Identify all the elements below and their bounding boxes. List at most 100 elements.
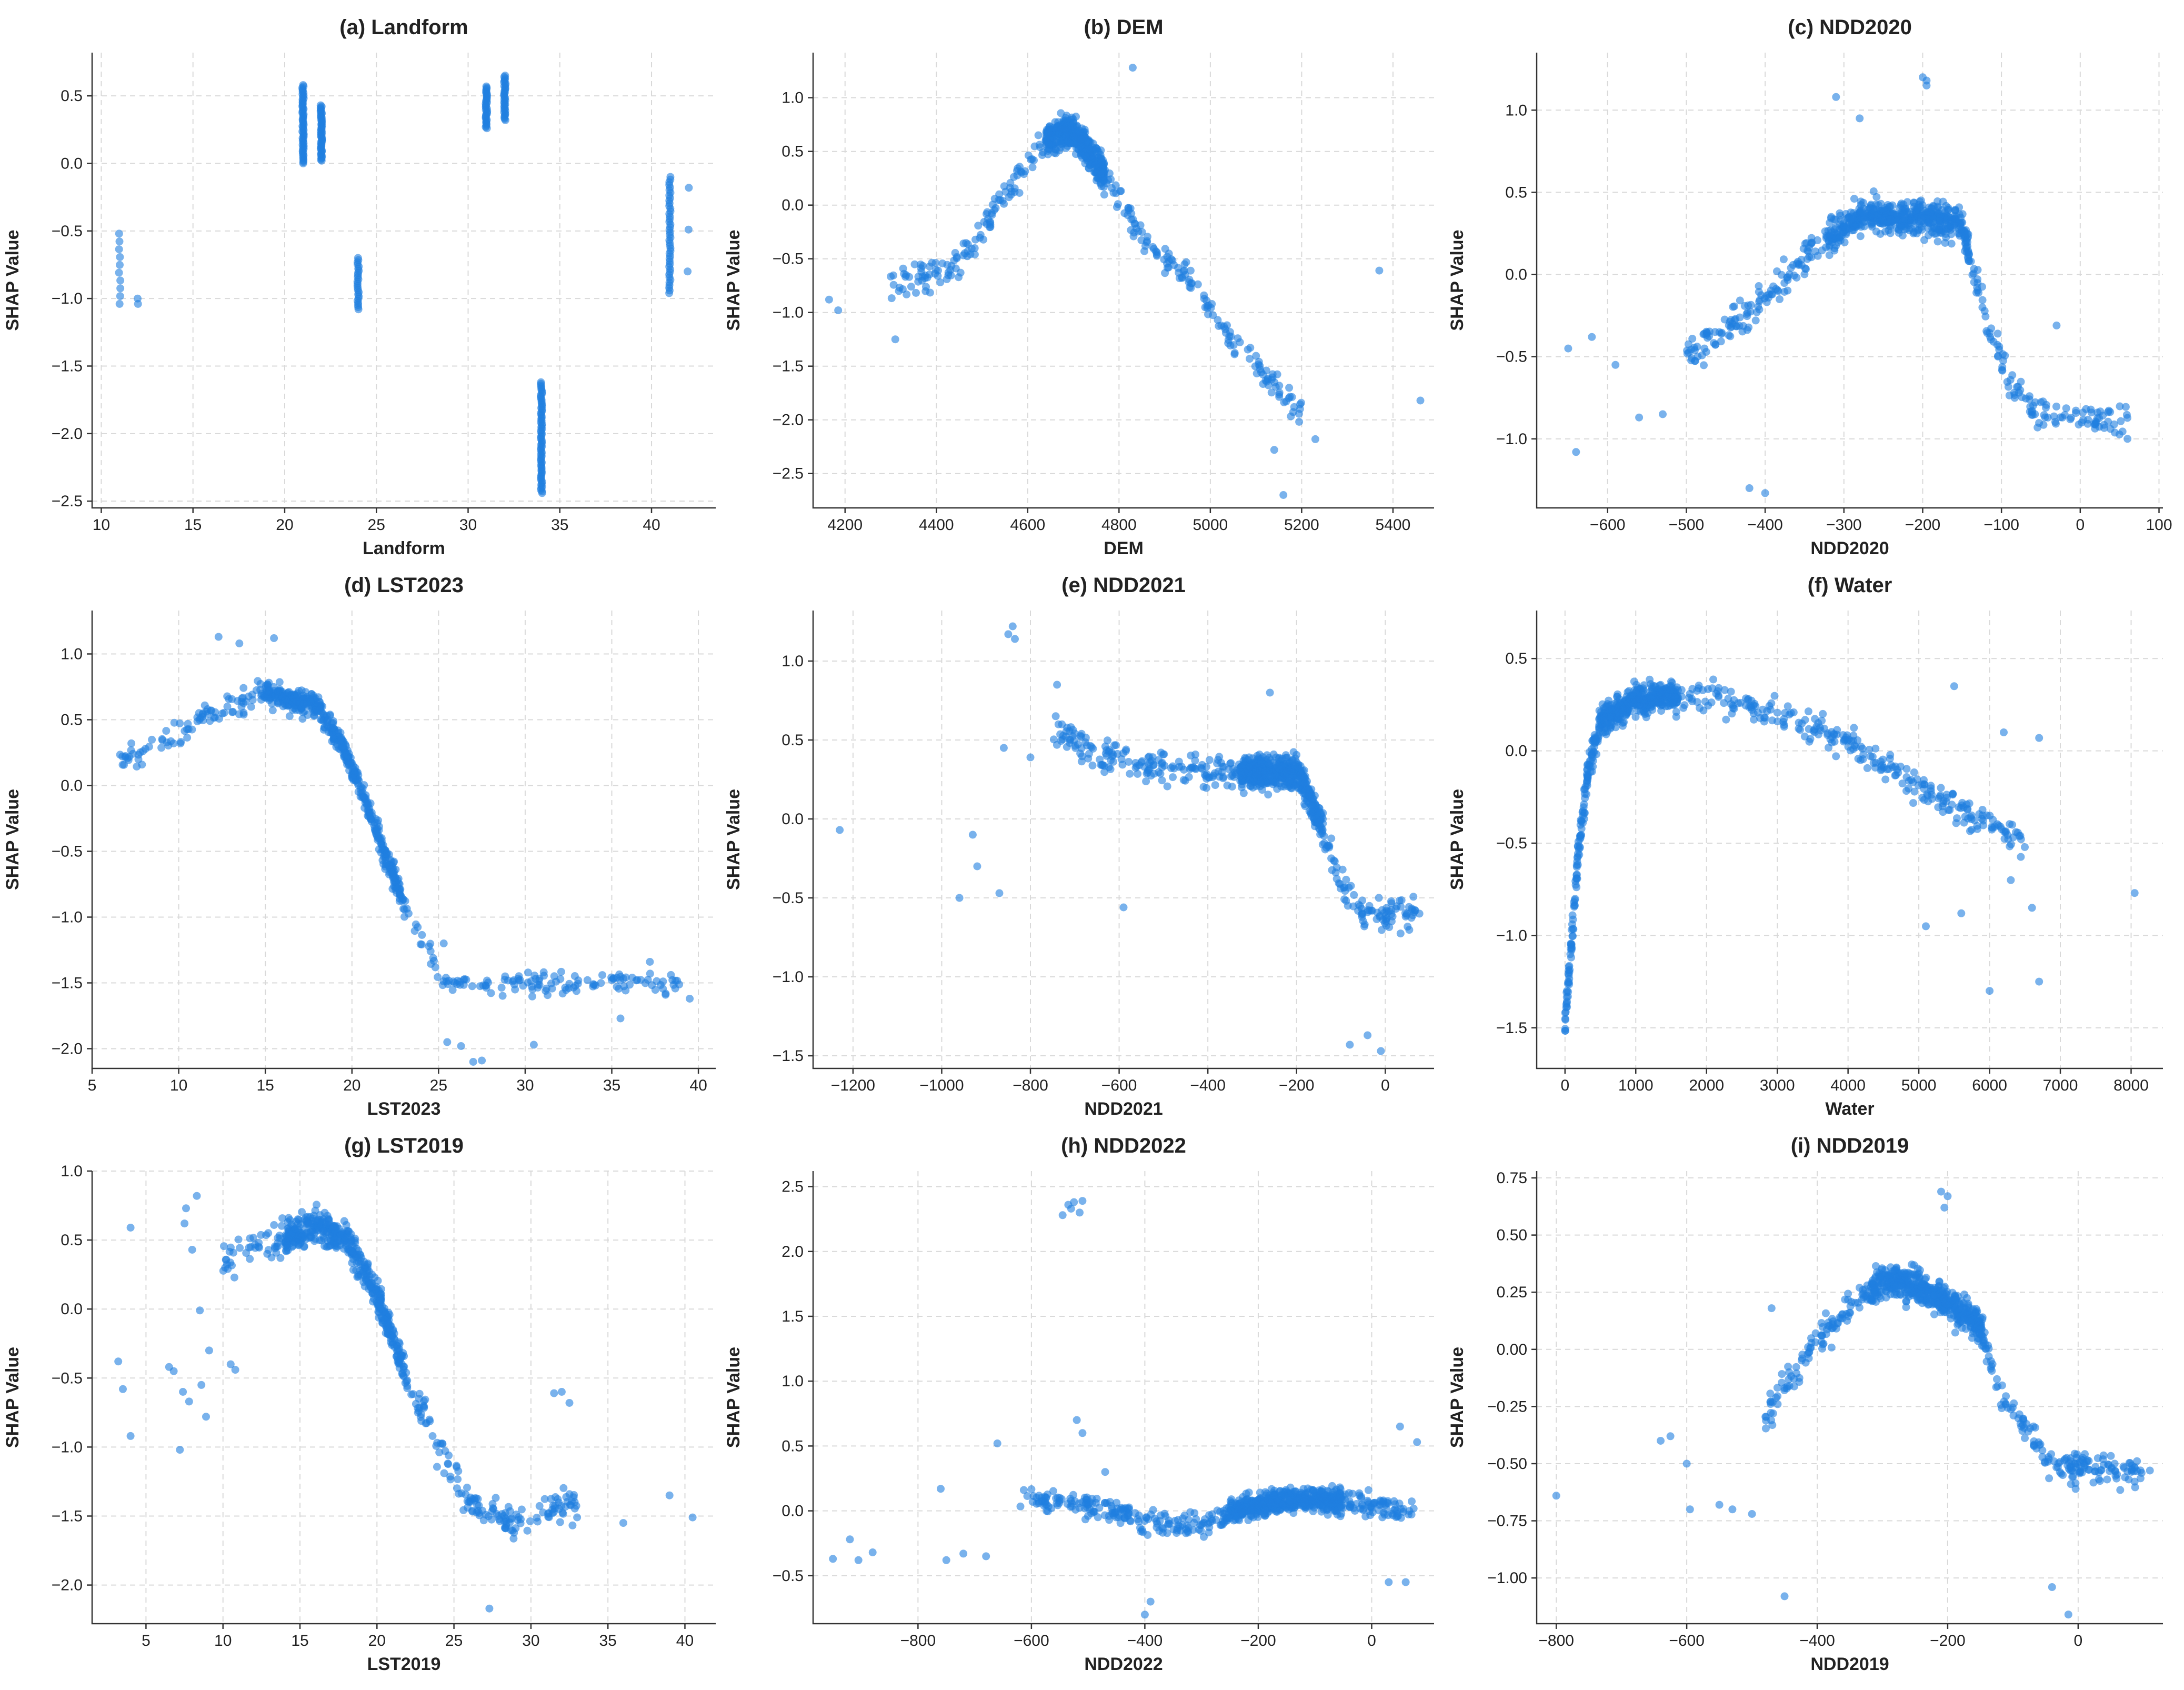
data-point: [459, 981, 468, 989]
data-point: [1114, 200, 1122, 208]
data-point: [410, 927, 419, 935]
x-tick-label: −1000: [919, 1077, 964, 1094]
data-point: [163, 738, 171, 747]
data-point: [498, 1510, 506, 1518]
data-point: [116, 261, 124, 269]
data-point: [1909, 799, 1917, 807]
data-point: [899, 264, 907, 273]
x-tick-label: −100: [1983, 516, 2019, 534]
data-point: [401, 1379, 409, 1387]
x-tick-label: 40: [689, 1077, 707, 1094]
axis-lines: [1536, 611, 2163, 1069]
data-point: [1416, 396, 1425, 405]
data-point: [326, 712, 334, 720]
data-point: [1863, 764, 1871, 772]
data-point: [118, 752, 127, 761]
data-point: [274, 699, 282, 707]
data-point: [534, 1517, 542, 1526]
data-point: [201, 701, 209, 709]
data-point: [1743, 312, 1751, 321]
data-point: [1301, 786, 1310, 795]
x-tick-label: −400: [1190, 1077, 1226, 1094]
data-point: [1568, 911, 1577, 919]
data-point: [184, 725, 193, 733]
data-point: [1091, 161, 1099, 169]
x-axis-label: NDD2020: [1810, 538, 1889, 558]
data-point: [1226, 328, 1234, 336]
data-point: [1922, 82, 1931, 89]
data-point: [1787, 264, 1795, 272]
data-point: [354, 788, 363, 796]
y-tick-label: −0.5: [52, 843, 83, 861]
data-point: [1377, 926, 1386, 934]
data-point: [1279, 491, 1288, 499]
data-point: [907, 283, 915, 291]
data-point: [973, 862, 981, 871]
data-point: [1404, 923, 1412, 931]
data-point: [1803, 255, 1811, 263]
x-tick-label: 0: [1381, 1077, 1390, 1094]
data-point: [1900, 213, 1909, 221]
data-point: [293, 692, 302, 699]
data-point: [1804, 707, 1812, 716]
data-point: [1120, 209, 1129, 217]
data-point: [1973, 279, 1982, 287]
data-point: [1160, 255, 1168, 264]
panel-5: −1200 −1000 −800 −600 −400 −200 0−1.5−1.0−0.50…: [724, 574, 1434, 1119]
data-point: [1700, 344, 1709, 353]
data-point: [214, 633, 223, 641]
data-point: [268, 706, 277, 715]
data-point: [316, 101, 325, 109]
data-point: [1364, 1031, 1372, 1039]
x-tick-label: 8000: [2113, 1077, 2149, 1094]
data-point: [509, 1534, 518, 1543]
data-point: [685, 184, 693, 192]
data-point: [337, 743, 346, 752]
data-point: [1562, 1001, 1570, 1009]
data-point: [1375, 266, 1384, 275]
panel-6: 0 1000 2000 3000 4000 5000 6000 7000 8000−1.5−1.…: [1447, 574, 2163, 1119]
data-point: [1866, 752, 1875, 761]
data-point: [1580, 815, 1588, 823]
data-point: [218, 709, 226, 718]
data-point: [1161, 245, 1169, 253]
data-point: [1818, 246, 1826, 255]
data-point: [1130, 228, 1138, 237]
data-point: [1119, 903, 1128, 912]
data-point: [1825, 251, 1834, 259]
data-point: [1077, 733, 1085, 741]
data-point: [1902, 765, 1911, 773]
data-point: [2056, 413, 2065, 422]
x-tick-label: 25: [430, 1077, 447, 1094]
data-point: [230, 1273, 238, 1282]
data-point: [1247, 782, 1255, 791]
data-point: [1000, 182, 1008, 191]
data-point: [457, 1042, 465, 1050]
axis-lines: [812, 611, 1434, 1069]
data-point: [206, 706, 215, 715]
data-point: [1704, 685, 1712, 693]
data-point: [1725, 331, 1733, 339]
data-point: [1217, 759, 1225, 767]
data-point: [1577, 824, 1586, 833]
data-point: [1690, 346, 1699, 354]
data-point: [1076, 749, 1085, 758]
data-point: [1996, 823, 2005, 831]
data-point: [1646, 693, 1655, 702]
data-point: [1208, 773, 1217, 782]
x-axis-label: LST2023: [367, 1099, 441, 1119]
data-point: [1755, 282, 1763, 290]
data-point: [1595, 706, 1604, 715]
data-point: [177, 738, 185, 746]
data-point: [1194, 280, 1202, 288]
x-tick-label: 3000: [1760, 1077, 1795, 1094]
data-point: [1859, 198, 1867, 207]
data-point: [1856, 114, 1864, 123]
data-point: [298, 1232, 307, 1240]
data-point: [2007, 840, 2015, 848]
data-point: [2018, 393, 2026, 402]
data-point: [1267, 388, 1276, 397]
data-point: [2041, 413, 2049, 422]
data-point: [1135, 761, 1144, 769]
data-point: [2104, 408, 2112, 416]
